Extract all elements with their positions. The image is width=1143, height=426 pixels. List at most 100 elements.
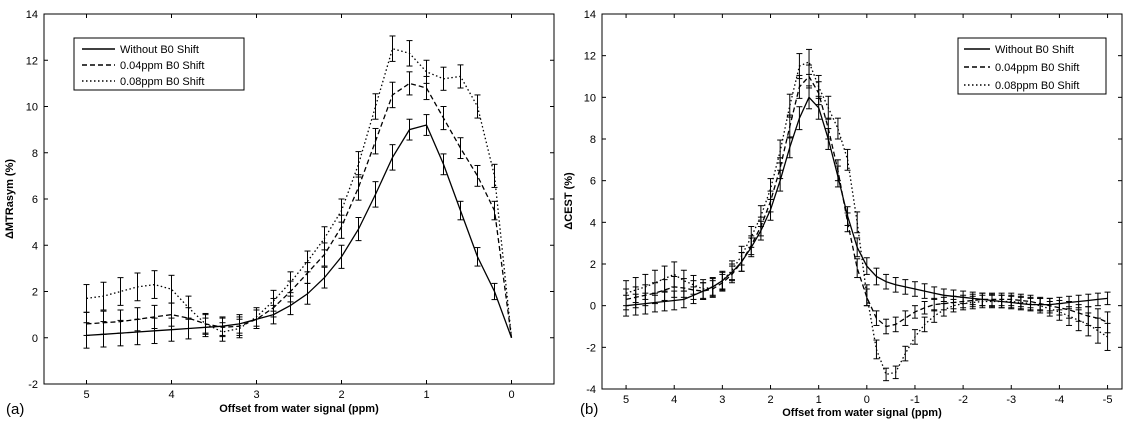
x-tick-label-a-0: 5: [83, 389, 89, 401]
error-bar-a-0-19: [406, 118, 413, 141]
error-bar-b-2-50: [1104, 322, 1111, 351]
error-bar-a-1-18: [389, 81, 396, 109]
error-bar-b-2-35: [960, 296, 967, 311]
error-bar-b-2-13: [748, 226, 755, 248]
series-line-a-2: [86, 47, 513, 338]
legend-label-b-1: 0.04ppm B0 Shift: [995, 62, 1079, 74]
legend-label-b-0: Without B0 Shift: [995, 44, 1074, 56]
y-tick-label-a-6: 10: [26, 102, 38, 114]
x-axis-label-b: Offset from water signal (ppm): [782, 407, 942, 419]
y-axis-label-b: ΔCEST (%): [563, 172, 575, 230]
panel-label-b: (b): [580, 401, 598, 418]
error-bar-b-1-31: [921, 301, 928, 315]
error-bar-a-0-23: [474, 247, 481, 267]
error-bar-b-2-1: [632, 277, 639, 304]
series-group-a: [83, 35, 513, 349]
error-bar-a-2-23: [474, 94, 481, 119]
error-bar-a-2-17: [372, 93, 379, 120]
error-bar-b-1-27: [883, 318, 890, 335]
error-bar-b-2-27: [883, 367, 890, 382]
legend-box-b: [957, 37, 1107, 95]
error-bar-a-2-14: [321, 226, 328, 251]
error-bar-b-2-5: [671, 261, 678, 288]
error-bar-a-2-9: [236, 318, 243, 339]
error-bar-a-2-6: [185, 295, 192, 320]
error-bar-b-2-40: [1008, 294, 1015, 309]
error-bar-a-1-24: [491, 200, 498, 221]
error-bar-b-2-4: [661, 265, 668, 292]
error-bar-b-2-46: [1066, 306, 1073, 326]
error-bar-b-1-22: [834, 159, 841, 182]
error-bar-b-2-15: [767, 178, 774, 200]
error-bar-b-2-28: [892, 365, 899, 380]
error-bar-a-0-21: [440, 153, 447, 176]
error-bar-b-1-28: [892, 316, 899, 333]
error-bar-b-2-36: [969, 295, 976, 310]
error-bar-a-0-18: [389, 144, 396, 171]
y-tick-label-a-7: 12: [26, 55, 38, 67]
legend-label-a-1: 0.04ppm B0 Shift: [120, 60, 204, 72]
error-bar-a-0-14: [321, 266, 328, 289]
error-bar-b-2-11: [729, 260, 735, 281]
legend-b: Without B0 Shift 0.04ppm B0 Shift 0.08pp…: [957, 37, 1107, 95]
y-tick-label-a-1: 0: [32, 333, 38, 345]
error-bar-a-2-16: [355, 151, 362, 178]
legend-label-a-0: Without B0 Shift: [120, 44, 199, 56]
error-bar-a-0-20: [423, 114, 430, 136]
error-bar-b-1-23: [844, 212, 851, 233]
error-bar-b-0-31: [921, 283, 928, 299]
error-bar-b-0-18: [796, 106, 803, 131]
error-bar-b-1-29: [902, 310, 909, 326]
y-tick-label-b-9: 14: [584, 9, 596, 21]
error-bar-b-2-17: [786, 93, 793, 118]
y-tick-label-b-8: 12: [584, 51, 596, 63]
error-bar-a-1-3: [134, 307, 141, 332]
error-bar-a-1-4: [151, 304, 158, 329]
error-bar-b-2-45: [1056, 303, 1063, 321]
error-bar-a-2-5: [168, 274, 175, 304]
error-bar-a-2-11: [270, 289, 277, 312]
y-tick-label-b-5: 6: [590, 176, 596, 188]
error-bar-b-2-47: [1075, 309, 1082, 332]
y-axis-label-a: ΔMTRasym (%): [4, 159, 16, 239]
error-bar-a-2-24: [491, 163, 498, 188]
error-bar-b-2-32: [931, 309, 938, 323]
error-bar-b-2-9: [709, 277, 716, 297]
error-bar-a-1-21: [440, 106, 447, 131]
error-bar-b-2-2: [642, 273, 649, 300]
error-bar-a-2-20: [423, 59, 430, 84]
y-tick-label-b-4: 4: [590, 217, 596, 229]
error-bar-b-2-30: [911, 329, 918, 345]
y-tick-label-a-2: 2: [32, 287, 38, 299]
x-tick-label-a-1: 4: [168, 389, 174, 401]
error-bar-a-1-23: [474, 164, 481, 187]
legend-a: Without B0 Shift 0.04ppm B0 Shift 0.08pp…: [73, 37, 245, 91]
error-bar-b-0-28: [892, 277, 899, 293]
y-tick-label-b-7: 10: [584, 92, 596, 104]
error-bar-b-2-12: [738, 245, 745, 266]
error-bar-a-2-8: [219, 322, 226, 342]
y-tick-label-a-3: 4: [32, 240, 38, 252]
error-bar-a-2-18: [389, 35, 396, 62]
error-bar-b-1-26: [873, 310, 880, 326]
error-bar-b-2-49: [1094, 317, 1101, 344]
error-bar-b-2-6: [680, 269, 687, 292]
error-bar-b-2-43: [1037, 297, 1044, 314]
y-tick-label-b-6: 8: [590, 134, 596, 146]
error-bar-a-2-0: [83, 284, 90, 313]
error-bar-a-2-21: [440, 66, 447, 91]
error-bar-b-2-41: [1017, 295, 1024, 310]
error-bar-a-1-1: [100, 310, 107, 335]
x-tick-label-a-2: 3: [253, 389, 259, 401]
x-tick-label-b-1: 4: [671, 394, 677, 406]
error-bar-a-2-3: [134, 272, 141, 302]
error-bar-a-2-7: [202, 312, 209, 335]
error-bar-b-0-30: [911, 281, 918, 297]
error-bar-b-2-44: [1046, 301, 1053, 317]
error-bar-a-2-1: [100, 281, 107, 311]
error-bar-b-2-39: [998, 294, 1005, 309]
